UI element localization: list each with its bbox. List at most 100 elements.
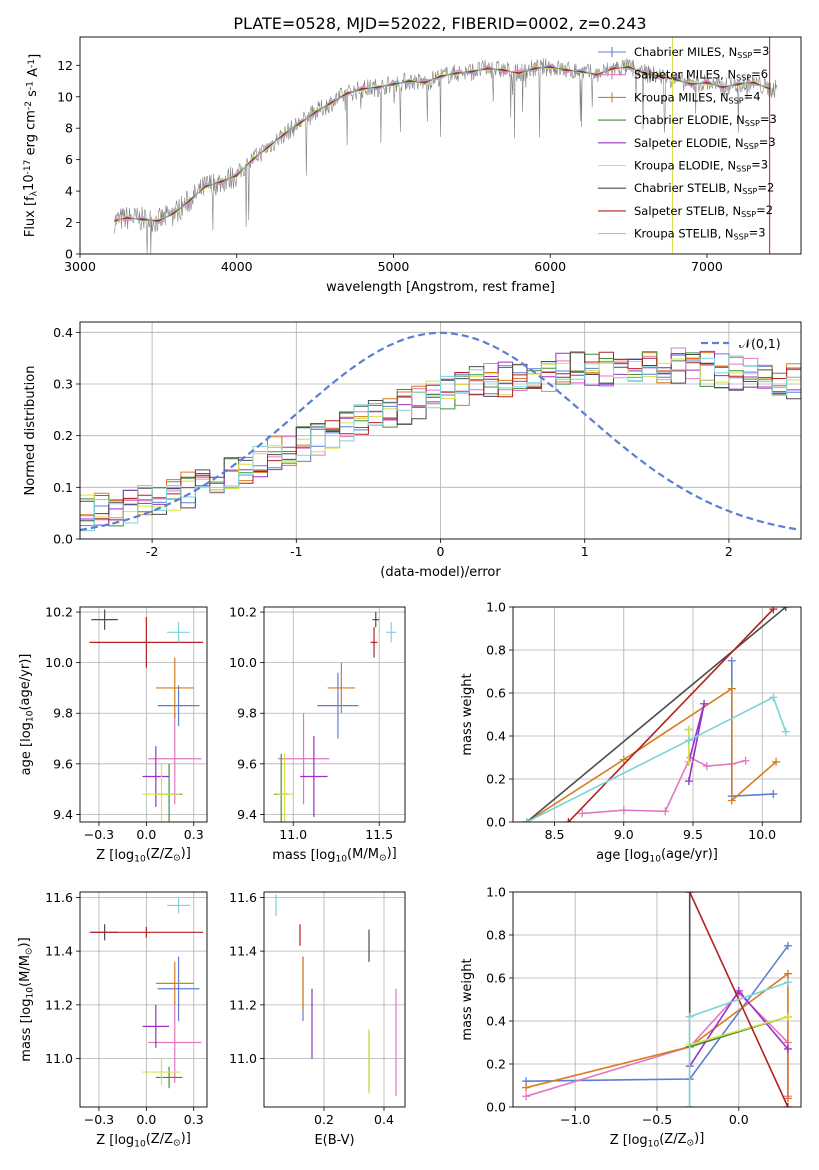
marker-salpeter_miles bbox=[661, 807, 670, 816]
y-tick-label: 0.6 bbox=[486, 686, 506, 701]
series-line-kroupa_miles bbox=[525, 972, 789, 1099]
massweight-vs-Z-panel: −1.0 −0.5 0.0 0.0 0.2 0.4 0.6 0.8 1.0 Z [log10(Z/… bbox=[460, 885, 802, 1149]
marker-kroupa_elodie bbox=[783, 1012, 792, 1021]
x-tick-label: 0.2 bbox=[314, 1112, 334, 1127]
marker-kroupa_elodie bbox=[684, 757, 693, 766]
axes-frame bbox=[263, 606, 406, 823]
y-tick-label: 2 bbox=[65, 215, 73, 230]
y-tick-label: 9.6 bbox=[53, 756, 73, 771]
marker-salpeter_miles bbox=[619, 806, 628, 815]
marker-chabrier_stelib bbox=[781, 607, 790, 611]
x-tick-label: 5000 bbox=[378, 259, 410, 274]
y-tick-label: 12 bbox=[57, 58, 73, 73]
marker-salpeter_stelib bbox=[685, 892, 694, 896]
x-axis-label: (data-model)/error bbox=[380, 565, 501, 580]
x-tick-label: −1.0 bbox=[560, 1112, 590, 1127]
marker-kroupa_stelib bbox=[684, 736, 693, 745]
y-tick-label: 11.0 bbox=[45, 1051, 73, 1066]
marker-kroupa_miles bbox=[727, 796, 736, 805]
x-axis-label: age [log10(age/yr)] bbox=[596, 847, 718, 864]
y-tick-label: 0.0 bbox=[486, 1100, 506, 1115]
y-tick-label: 11.4 bbox=[229, 944, 257, 959]
marker-salpeter_elodie bbox=[734, 986, 743, 995]
marker-kroupa_stelib bbox=[685, 1012, 694, 1021]
legend-label-kroupa_miles: Kroupa MILES, NSSP=4 bbox=[634, 90, 761, 106]
model-spectrum-kroupa_elodie bbox=[114, 64, 770, 224]
mass-vs-EBV-panel-plot-area bbox=[264, 892, 405, 1107]
x-tick-label: −0.3 bbox=[84, 827, 114, 842]
y-tick-label: 6 bbox=[65, 152, 73, 167]
massweight-vs-age-panel: 8.5 9.0 9.5 10.0 0.0 0.2 0.4 0.6 0.8 1.0 age [log1… bbox=[460, 600, 802, 864]
hist-salpeter_stelib bbox=[80, 351, 801, 521]
marker-kroupa_elodie bbox=[684, 725, 693, 734]
legend-label-kroupa_stelib: Kroupa STELIB, NSSP=3 bbox=[634, 226, 766, 242]
axes-frame bbox=[512, 891, 802, 1108]
axes-frame bbox=[263, 891, 406, 1108]
hist-kroupa_elodie bbox=[80, 356, 801, 521]
axes-frame bbox=[79, 321, 802, 540]
series-line-salpeter_miles bbox=[582, 756, 746, 815]
marker-kroupa_miles bbox=[783, 969, 792, 978]
mass-vs-Z-panel: −0.3 0.0 0.3 11.0 11.2 11.4 11.6 Z [log10(Z/Z⊙)… bbox=[17, 890, 208, 1149]
x-axis-label: Z [log10(Z/Z⊙)] bbox=[96, 1131, 191, 1149]
y-tick-label: 10.0 bbox=[229, 655, 257, 670]
y-tick-label: 0.3 bbox=[53, 377, 73, 392]
x-tick-label: 0.0 bbox=[136, 1112, 156, 1127]
massweight-vs-age-panel-plot-area bbox=[513, 607, 801, 822]
marker-salpeter_stelib bbox=[783, 1103, 792, 1107]
x-tick-label: −0.5 bbox=[642, 1112, 672, 1127]
y-tick-label: 11.6 bbox=[45, 890, 73, 905]
y-tick-label: 1.0 bbox=[486, 600, 506, 615]
y-axis-label: mass [log10(M/M⊙)] bbox=[17, 937, 35, 1061]
legend-label-kroupa_elodie: Kroupa ELODIE, NSSP=3 bbox=[634, 158, 768, 174]
y-tick-label: 0.8 bbox=[486, 928, 506, 943]
axes-frame bbox=[79, 36, 802, 255]
legend-label-chabrier_stelib: Chabrier STELIB, NSSP=2 bbox=[634, 180, 774, 196]
y-tick-label: 0.2 bbox=[53, 428, 73, 443]
x-tick-label: -2 bbox=[146, 544, 158, 559]
model-spectrum-salpeter_elodie bbox=[114, 65, 770, 223]
y-tick-label: 8 bbox=[65, 121, 73, 136]
axes-frame bbox=[79, 891, 208, 1108]
y-tick-label: 9.8 bbox=[53, 706, 73, 721]
legend-label-normal: 𝒩(0,1) bbox=[739, 336, 781, 351]
x-axis-label: wavelength [Angstrom, rest frame] bbox=[326, 280, 555, 295]
x-tick-label: 2 bbox=[725, 544, 733, 559]
y-axis-label: mass weight bbox=[460, 958, 475, 1040]
series-line-kroupa_miles bbox=[526, 687, 777, 822]
mass-vs-Z-panel-plot-area bbox=[80, 892, 207, 1107]
marker-kroupa_miles bbox=[783, 1094, 792, 1103]
hist-chabrier_elodie bbox=[80, 351, 801, 527]
age-vs-Z-panel: −0.3 0.0 0.3 9.4 9.6 9.8 10.0 10.2 Z [log10(Z/Z⊙… bbox=[18, 605, 208, 864]
marker-salpeter_miles bbox=[741, 756, 750, 765]
x-axis-label: E(B-V) bbox=[314, 1133, 354, 1148]
x-tick-label: 11.5 bbox=[365, 827, 393, 842]
x-tick-label: 11.0 bbox=[279, 827, 307, 842]
y-tick-label: 1.0 bbox=[486, 885, 506, 900]
x-tick-label: 0 bbox=[437, 544, 445, 559]
model-spectrum-salpeter_miles bbox=[114, 63, 770, 225]
residual-panel-plot-area bbox=[80, 322, 801, 539]
x-tick-label: 4000 bbox=[221, 259, 253, 274]
x-axis-label: Z [log10(Z/Z⊙)] bbox=[610, 1131, 705, 1149]
axes-frame bbox=[512, 606, 802, 823]
x-tick-label: 0.0 bbox=[729, 1112, 749, 1127]
y-tick-label: 11.0 bbox=[229, 1051, 257, 1066]
y-axis-label: Normed distribution bbox=[23, 366, 38, 496]
x-tick-label: 0.3 bbox=[184, 827, 204, 842]
hist-kroupa_stelib bbox=[80, 355, 801, 532]
x-tick-label: 7000 bbox=[691, 259, 723, 274]
series-line-salpeter_stelib bbox=[567, 608, 774, 822]
y-tick-label: 10.2 bbox=[45, 605, 73, 620]
age-vs-Z-panel-plot-area bbox=[80, 607, 207, 822]
age-vs-mass-panel-plot-area bbox=[264, 607, 405, 822]
massweight-vs-Z-panel-plot-area bbox=[513, 892, 801, 1107]
x-tick-label: −0.3 bbox=[84, 1112, 114, 1127]
marker-kroupa_stelib bbox=[781, 727, 790, 736]
y-tick-label: 9.4 bbox=[237, 807, 257, 822]
model-spectrum-chabrier_elodie bbox=[114, 65, 770, 223]
marker-kroupa_stelib bbox=[685, 1103, 694, 1107]
y-tick-label: 0.1 bbox=[53, 480, 73, 495]
x-tick-label: 10.0 bbox=[748, 827, 776, 842]
